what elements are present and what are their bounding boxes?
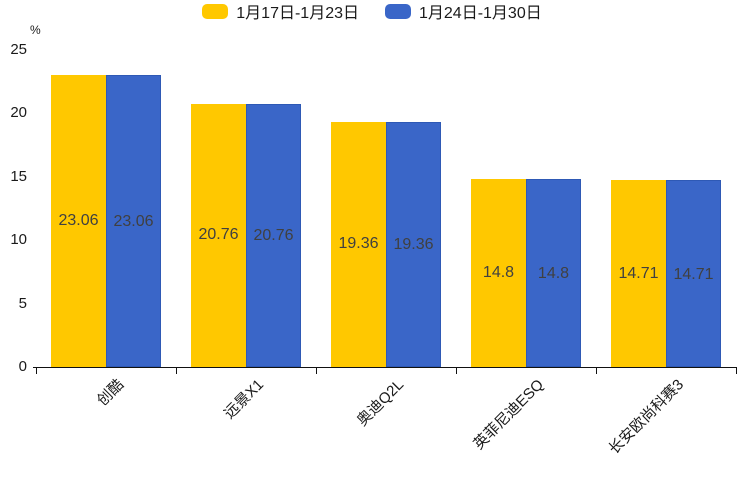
- legend-label: 1月17日-1月23日: [236, 5, 359, 22]
- bar-series-1-创酷: 23.06: [51, 74, 106, 367]
- bar-value-label: 14.71: [618, 264, 659, 282]
- bar-value-label: 19.36: [393, 236, 434, 254]
- x-axis-category-label: 创酷: [93, 376, 128, 410]
- legend-swatch-icon: [385, 3, 411, 19]
- legend-swatch-icon: [202, 3, 229, 19]
- bar-series-2-远景X1: 20.76: [246, 103, 301, 367]
- x-axis-category-label: 奥迪Q2L: [353, 376, 408, 430]
- legend-label: 1月24日-1月30日: [419, 5, 542, 22]
- y-axis-tick-label: 20: [10, 104, 27, 122]
- legend-item-series-2[interactable]: 1月24日-1月30日: [385, 0, 542, 23]
- x-axis-tick-mark: [596, 367, 597, 374]
- y-axis-tick-label: 0: [18, 358, 27, 375]
- x-axis-category-label: 远景X1: [220, 376, 268, 423]
- bar-series-2-英菲尼迪ESQ: 14.8: [526, 179, 581, 367]
- x-axis-category-label: 长安欧尚科赛3: [605, 376, 688, 458]
- bar-value-label: 14.71: [673, 265, 714, 283]
- y-axis-tick-label: 25: [10, 41, 27, 58]
- x-axis-tick-mark: [316, 367, 317, 374]
- legend-item-series-1[interactable]: 1月17日-1月23日: [202, 0, 359, 23]
- bar-series-1-英菲尼迪ESQ: 14.8: [471, 179, 526, 367]
- x-axis-line: [33, 367, 737, 368]
- x-axis-tick-mark: [456, 367, 457, 374]
- bar-series-2-奥迪Q2L: 19.36: [386, 121, 441, 367]
- bar-value-label: 19.36: [338, 235, 379, 253]
- y-axis-unit-label: %: [30, 23, 41, 37]
- bar-series-2-长安欧尚科赛3: 14.71: [666, 180, 721, 367]
- y-axis-tick-label: 5: [18, 294, 27, 312]
- bar-value-label: 20.76: [198, 226, 239, 244]
- bar-series-2-创酷: 23.06: [106, 74, 161, 367]
- bar-value-label: 23.06: [58, 211, 99, 229]
- bar-value-label: 14.8: [537, 265, 570, 283]
- bar-series-1-奥迪Q2L: 19.36: [331, 121, 386, 367]
- y-axis-tick-label: 10: [10, 231, 27, 249]
- x-axis-category-label: 英菲尼迪ESQ: [470, 376, 548, 453]
- bar-value-label: 20.76: [253, 227, 294, 245]
- bar-series-1-远景X1: 20.76: [191, 103, 246, 367]
- x-axis-tick-mark: [36, 367, 37, 374]
- bar-series-1-长安欧尚科赛3: 14.71: [611, 180, 666, 367]
- x-axis-tick-mark: [736, 367, 737, 374]
- x-axis-tick-mark: [176, 367, 177, 374]
- chart-legend: 1月17日-1月23日 1月24日-1月30日: [0, 0, 744, 22]
- bar-value-label: 14.8: [482, 264, 515, 282]
- bar-value-label: 23.06: [113, 212, 154, 230]
- y-axis-tick-label: 15: [10, 167, 27, 185]
